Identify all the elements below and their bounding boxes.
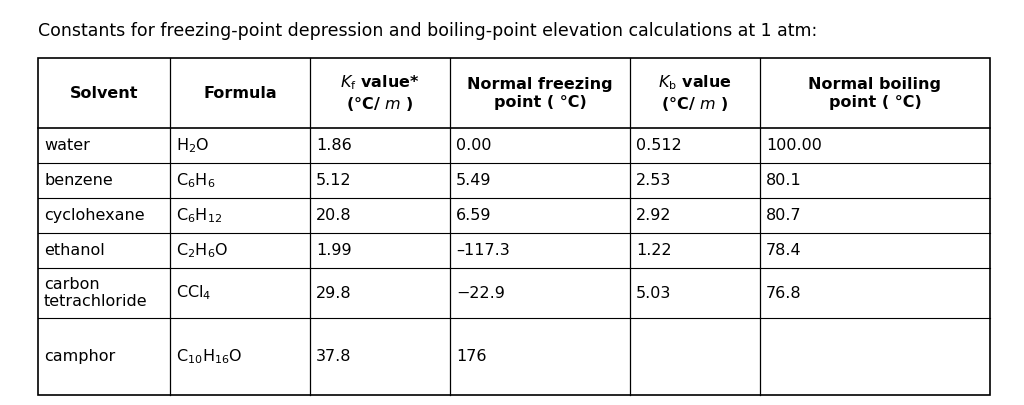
Text: carbon
tetrachloride: carbon tetrachloride xyxy=(44,277,147,309)
Text: −22.9: −22.9 xyxy=(456,286,505,301)
Text: 80.7: 80.7 xyxy=(766,208,802,223)
Text: benzene: benzene xyxy=(44,173,113,188)
Text: C$_{\mathregular{6}}$H$_{\mathregular{6}}$: C$_{\mathregular{6}}$H$_{\mathregular{6}… xyxy=(176,171,215,190)
Text: H$_{\mathregular{2}}$O: H$_{\mathregular{2}}$O xyxy=(176,136,209,155)
Text: –117.3: –117.3 xyxy=(456,243,510,258)
Text: 37.8: 37.8 xyxy=(316,349,351,364)
Text: 5.49: 5.49 xyxy=(456,173,492,188)
Text: $K_{\mathrm{f}}$ value*
(°C/ $m$ ): $K_{\mathrm{f}}$ value* (°C/ $m$ ) xyxy=(340,73,420,113)
Text: Constants for freezing-point depression and boiling-point elevation calculations: Constants for freezing-point depression … xyxy=(38,22,817,40)
Text: 1.99: 1.99 xyxy=(316,243,351,258)
Text: C$_{\mathregular{6}}$H$_{\mathregular{12}}$: C$_{\mathregular{6}}$H$_{\mathregular{12… xyxy=(176,206,222,225)
Bar xyxy=(38,58,990,395)
Text: C$_{\mathregular{2}}$H$_{\mathregular{6}}$O: C$_{\mathregular{2}}$H$_{\mathregular{6}… xyxy=(176,241,228,260)
Text: 5.12: 5.12 xyxy=(316,173,351,188)
Text: C$_{\mathregular{10}}$H$_{\mathregular{16}}$O: C$_{\mathregular{10}}$H$_{\mathregular{1… xyxy=(176,347,243,366)
Text: 76.8: 76.8 xyxy=(766,286,802,301)
Text: Formula: Formula xyxy=(203,85,276,100)
Text: 176: 176 xyxy=(456,349,486,364)
Text: 1.86: 1.86 xyxy=(316,138,352,153)
Text: 2.92: 2.92 xyxy=(636,208,672,223)
Text: Normal boiling
point ( °C): Normal boiling point ( °C) xyxy=(809,77,941,109)
Text: 6.59: 6.59 xyxy=(456,208,492,223)
Text: ethanol: ethanol xyxy=(44,243,104,258)
Text: camphor: camphor xyxy=(44,349,116,364)
Text: 100.00: 100.00 xyxy=(766,138,822,153)
Text: 5.03: 5.03 xyxy=(636,286,672,301)
Text: water: water xyxy=(44,138,90,153)
Text: 0.512: 0.512 xyxy=(636,138,682,153)
Text: 2.53: 2.53 xyxy=(636,173,672,188)
Text: cyclohexane: cyclohexane xyxy=(44,208,144,223)
Text: Normal freezing
point ( °C): Normal freezing point ( °C) xyxy=(467,77,612,109)
Text: 20.8: 20.8 xyxy=(316,208,351,223)
Text: $K_{\mathrm{b}}$ value
(°C/ $m$ ): $K_{\mathrm{b}}$ value (°C/ $m$ ) xyxy=(658,73,732,113)
Text: 80.1: 80.1 xyxy=(766,173,802,188)
Text: Solvent: Solvent xyxy=(70,85,138,100)
Text: 78.4: 78.4 xyxy=(766,243,802,258)
Text: 0.00: 0.00 xyxy=(456,138,492,153)
Text: 1.22: 1.22 xyxy=(636,243,672,258)
Text: 29.8: 29.8 xyxy=(316,286,351,301)
Text: CCl$_{\mathregular{4}}$: CCl$_{\mathregular{4}}$ xyxy=(176,284,211,303)
